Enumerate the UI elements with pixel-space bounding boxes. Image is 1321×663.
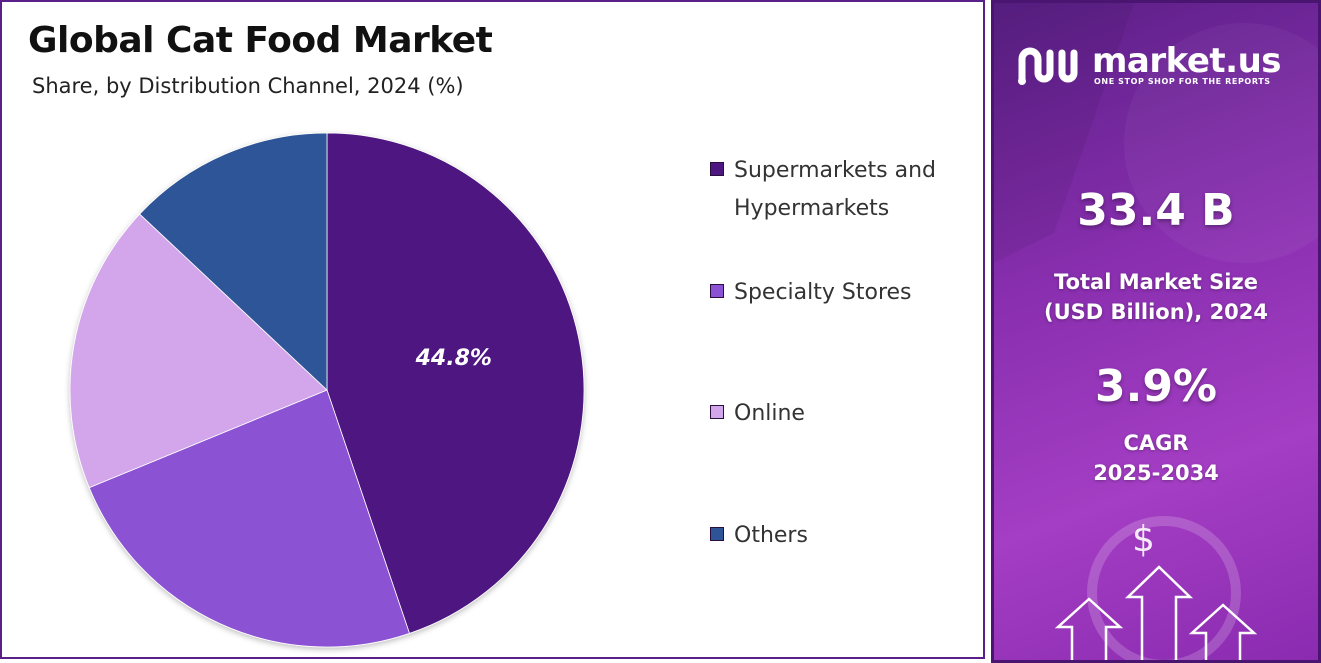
brand-tagline: ONE STOP SHOP FOR THE REPORTS xyxy=(1094,77,1271,86)
market-size-value: 33.4 B xyxy=(1077,185,1235,236)
dollar-icon: $ xyxy=(1132,519,1155,560)
chart-subtitle: Share, by Distribution Channel, 2024 (%) xyxy=(32,74,464,98)
chart-panel: Global Cat Food Market Share, by Distrib… xyxy=(0,0,985,659)
brand-name: market.us xyxy=(1092,41,1282,81)
legend-swatch xyxy=(710,162,724,176)
legend-label: Online xyxy=(734,401,805,426)
cagr-value: 3.9% xyxy=(1094,361,1218,412)
brand-logo: market.us ONE STOP SHOP FOR THE REPORTS xyxy=(1016,41,1306,91)
stats-sidebar: market.us ONE STOP SHOP FOR THE REPORTS … xyxy=(991,0,1321,663)
legend-item-specialty-stores: Specialty Stores xyxy=(710,274,974,312)
legend-label: Supermarkets and Hypermarkets xyxy=(734,158,936,221)
chart-title: Global Cat Food Market xyxy=(28,20,493,61)
legend-swatch xyxy=(710,405,724,419)
legend-item-online: Online xyxy=(710,395,974,433)
market-size-label: Total Market Size (USD Billion), 2024 xyxy=(1043,270,1269,324)
pie-chart: 44.8% xyxy=(69,132,585,648)
legend-item-others: Others xyxy=(710,517,974,555)
cagr-label: CAGR xyxy=(1123,431,1189,455)
legend-swatch xyxy=(710,284,724,298)
market-us-logo-icon xyxy=(1018,47,1078,85)
growth-arrows-icon xyxy=(1054,565,1258,660)
pie-slice-online xyxy=(69,213,328,489)
pie-slice-specialty-stores xyxy=(88,389,410,648)
pie-data-label: 44.8% xyxy=(415,346,492,371)
pie-slice-others xyxy=(139,132,328,391)
cagr-period: 2025-2034 xyxy=(1093,461,1219,485)
legend-swatch xyxy=(710,527,724,541)
legend-label: Specialty Stores xyxy=(734,280,912,305)
legend-item-supermarkets: Supermarkets and Hypermarkets xyxy=(710,152,974,228)
legend-label: Others xyxy=(734,523,808,548)
pie-slice-supermarkets-and-hypermarkets xyxy=(326,132,585,634)
background-decoration xyxy=(994,3,1318,660)
